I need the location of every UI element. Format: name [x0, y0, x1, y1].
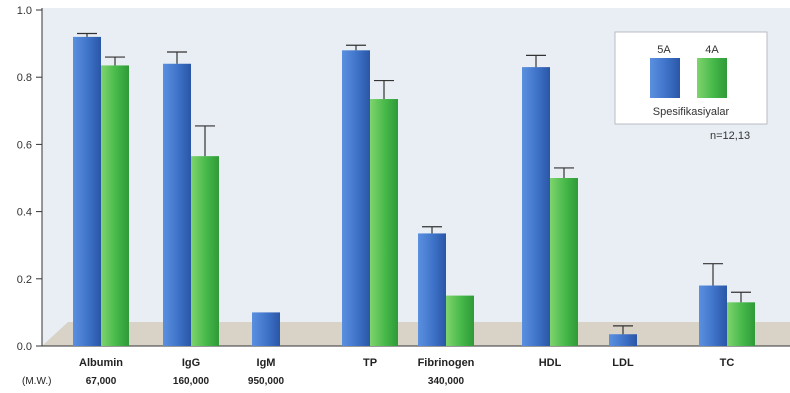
y-tick-label: 0.6 — [17, 139, 32, 151]
legend-box — [614, 31, 768, 125]
x-molecular-weight-label: 67,000 — [86, 376, 117, 387]
bar-5a-hdl — [522, 67, 550, 347]
x-category-label: IgM — [257, 357, 276, 369]
sample-size-annotation: n=12,13 — [710, 130, 750, 142]
legend: 5A 4A Spesifikasiyalar — [614, 31, 768, 125]
plot-background — [42, 8, 790, 346]
bar-5a-tc — [699, 285, 727, 346]
legend-title: Spesifikasiyalar — [653, 106, 730, 118]
x-molecular-weight-label: 160,000 — [173, 376, 210, 387]
x-category-label: TP — [363, 357, 377, 369]
x-category-label: Albumin — [79, 357, 123, 369]
legend-label-5a: 5A — [657, 44, 671, 56]
x-category-label: IgG — [182, 357, 200, 369]
bar-4a-tp — [370, 99, 398, 346]
x-category-label: HDL — [539, 357, 562, 369]
legend-label-4a: 4A — [705, 44, 719, 56]
bar-4a-albumin — [101, 65, 129, 346]
x-molecular-weight-label: 340,000 — [428, 376, 465, 387]
bars — [73, 36, 755, 347]
y-tick-label: 0.8 — [17, 72, 32, 84]
bar-5a-igm — [252, 312, 280, 346]
x-axis-labels: Albumin 67,000 IgG 160,000 IgM 950,000 TP Fibri… — [79, 357, 734, 387]
plot-floor — [42, 322, 790, 346]
y-axis: 0.0 0.2 0.4 0.6 0.8 1.0 — [17, 5, 42, 353]
bar-4a-tc — [727, 302, 755, 346]
bar-4a-igg — [191, 156, 219, 346]
x-molecular-weight-label: 950,000 — [248, 376, 285, 387]
y-tick-label: 0.0 — [17, 341, 32, 353]
legend-swatch-5a — [650, 58, 680, 98]
x-category-label: Fibrinogen — [418, 357, 475, 369]
error-bars — [77, 32, 751, 335]
bar-5a-albumin — [73, 36, 101, 346]
y-tick-label: 1.0 — [17, 5, 32, 17]
bar-5a-igg — [163, 63, 191, 346]
mw-label: (M.W.) — [22, 376, 51, 387]
bar-4a-hdl — [550, 178, 578, 346]
legend-swatch-4a — [697, 58, 727, 98]
y-tick-label: 0.2 — [17, 274, 32, 286]
bar-5a-tp — [342, 50, 370, 346]
bar-5a-fibrinogen — [418, 233, 446, 346]
bar-4a-fibrinogen — [446, 295, 474, 346]
bar-5a-ldl — [609, 334, 637, 346]
x-category-label: LDL — [612, 357, 634, 369]
x-category-label: TC — [720, 357, 735, 369]
y-tick-label: 0.4 — [17, 207, 32, 219]
